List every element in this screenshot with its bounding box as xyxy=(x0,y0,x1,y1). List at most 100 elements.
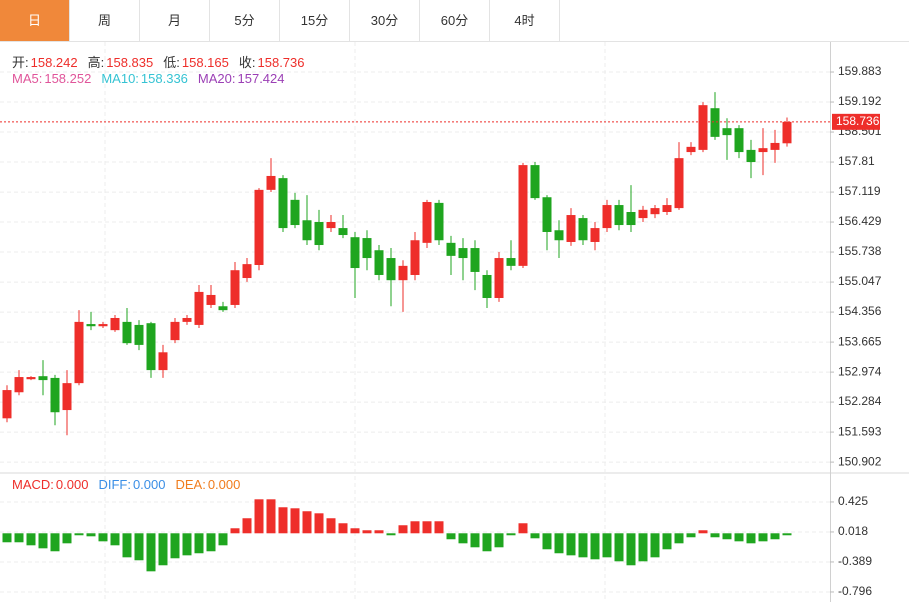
macd-bar xyxy=(542,533,552,550)
macd-bar xyxy=(194,533,204,554)
macd-bar xyxy=(302,511,312,534)
last-price-label: 158.736 xyxy=(836,114,880,128)
macd-bar xyxy=(458,533,468,544)
candle-body xyxy=(386,258,396,281)
candle-body xyxy=(326,221,336,229)
macd-bar xyxy=(410,521,420,534)
period-tab[interactable]: 月 xyxy=(140,0,210,41)
candle-body xyxy=(2,390,12,419)
macd-bar xyxy=(506,533,516,536)
ohlc-value: 158.242 xyxy=(30,55,78,70)
macd-bar xyxy=(314,513,324,534)
candle-body xyxy=(410,240,420,275)
ma-value: 158.336 xyxy=(140,71,188,86)
macd-bar xyxy=(494,533,504,548)
y-tick-label: 152.284 xyxy=(838,394,882,408)
period-tab[interactable]: 周 xyxy=(70,0,140,41)
candle-body xyxy=(482,274,492,299)
macd-bar xyxy=(422,521,432,534)
period-tab[interactable]: 5分 xyxy=(210,0,280,41)
candle-body xyxy=(290,199,300,226)
period-tab[interactable]: 60分 xyxy=(420,0,490,41)
last-price-box xyxy=(832,113,880,130)
candle-body xyxy=(302,220,312,241)
macd-bar xyxy=(206,533,216,552)
y-tick-label: 0.018 xyxy=(838,524,868,538)
macd-bar xyxy=(386,533,396,536)
candle-body xyxy=(674,158,684,209)
macd-bar xyxy=(674,533,684,544)
macd-bar xyxy=(338,523,348,534)
ohlc-legend: 开: 158.242 高: 158.835 低: 158.165 收: 158.736 xyxy=(12,52,315,71)
macd-bar xyxy=(734,533,744,542)
ma-label: MA20: xyxy=(197,71,236,86)
macd-bar xyxy=(182,533,192,556)
candle-body xyxy=(170,321,180,341)
macd-bar xyxy=(122,533,132,558)
candle-body xyxy=(518,165,528,266)
macd-bar xyxy=(746,533,756,544)
candle-body xyxy=(194,291,204,325)
macd-bar xyxy=(566,533,576,556)
candle-body xyxy=(146,323,156,371)
candle-body xyxy=(254,189,264,265)
macd-bar xyxy=(74,533,84,536)
macd-bar xyxy=(590,533,600,560)
ma-legend: MA5: 158.252 MA10: 158.336 MA20: 157.424 xyxy=(12,71,295,86)
candle-body xyxy=(266,175,276,190)
macd-bar xyxy=(518,523,528,534)
macd-bar xyxy=(170,533,180,559)
candle-body xyxy=(650,208,660,215)
candle-body xyxy=(434,202,444,241)
ohlc-label: 高: xyxy=(87,55,105,70)
candle-body xyxy=(722,128,732,136)
macd-bar xyxy=(14,533,24,543)
macd-bar xyxy=(254,499,264,534)
candle-body xyxy=(458,248,468,259)
candle-body xyxy=(14,377,24,393)
ohlc-value: 158.835 xyxy=(106,55,154,70)
period-tab[interactable]: 30分 xyxy=(350,0,420,41)
macd-bar xyxy=(638,533,648,562)
candle-body xyxy=(626,212,636,226)
macd-bar xyxy=(662,533,672,550)
candle-body xyxy=(662,205,672,213)
candle-body xyxy=(578,218,588,241)
candle-body xyxy=(74,321,84,384)
candle-body xyxy=(338,228,348,236)
macd-legend-label: DIFF: xyxy=(98,477,131,492)
period-tab[interactable]: 15分 xyxy=(280,0,350,41)
candle-body xyxy=(374,250,384,275)
candle-body xyxy=(158,352,168,371)
candle-body xyxy=(782,121,792,144)
period-tab[interactable]: 4时 xyxy=(490,0,560,41)
macd-bar xyxy=(578,533,588,558)
candle-body xyxy=(242,264,252,279)
candle-body xyxy=(50,377,60,413)
macd-bar xyxy=(218,533,228,546)
macd-bar xyxy=(266,499,276,534)
macd-bar xyxy=(86,533,96,537)
candle-body xyxy=(26,377,36,380)
candle-body xyxy=(638,209,648,219)
candle-body xyxy=(734,128,744,153)
macd-bar xyxy=(434,521,444,534)
y-tick-label: -0.389 xyxy=(838,554,872,568)
macd-bar xyxy=(602,533,612,558)
y-tick-label: 155.738 xyxy=(838,244,882,258)
macd-legend-value: 0.000 xyxy=(132,477,166,492)
candle-body xyxy=(38,376,48,381)
candle-body xyxy=(542,197,552,232)
candle-body xyxy=(98,324,108,327)
y-tick-label: 157.119 xyxy=(838,184,881,198)
y-tick-label: 154.356 xyxy=(838,304,882,318)
candle-body xyxy=(350,237,360,269)
candle-body xyxy=(278,178,288,229)
macd-bar xyxy=(782,533,792,536)
period-tab[interactable]: 日 xyxy=(0,0,70,41)
y-tick-label: 152.974 xyxy=(838,364,882,378)
macd-bar xyxy=(230,528,240,534)
macd-bar xyxy=(110,533,120,546)
candle-body xyxy=(362,238,372,259)
